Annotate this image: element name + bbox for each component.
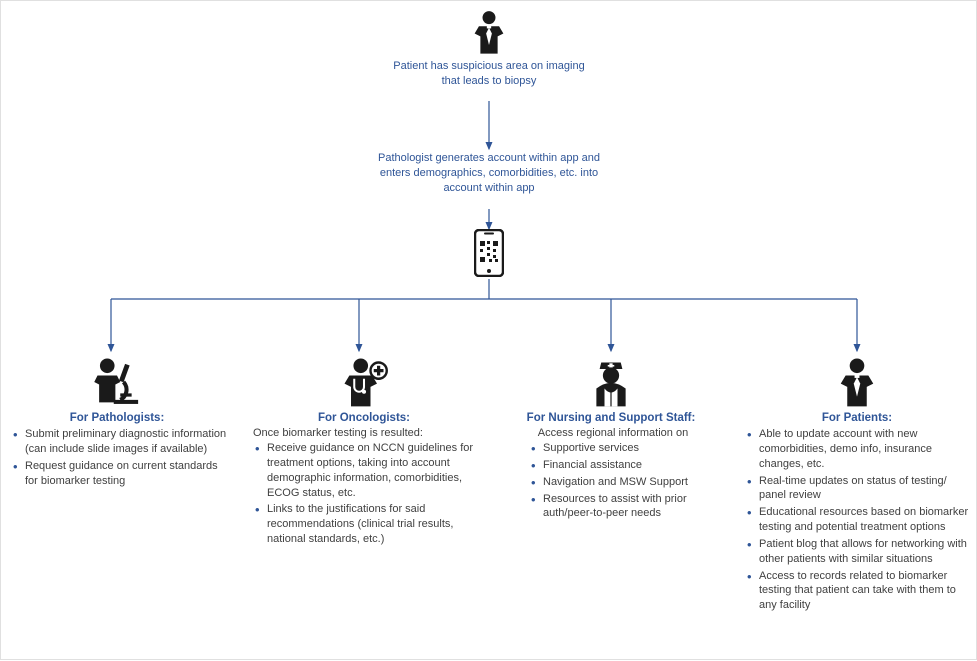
branch-patient: For Patients: Able to update account with… [741,356,973,615]
bullet-item: Financial assistance [529,458,711,473]
branch-nurse: For Nursing and Support Staff: Access reg… [501,356,721,523]
branch-title: For Pathologists: [7,412,227,424]
branch-bullet-list: Submit preliminary diagnostic informatio… [7,427,227,488]
bullet-item: Educational resources based on biomarker… [745,505,973,535]
doctor-icon [249,356,479,408]
bullet-item: Supportive services [529,441,711,456]
businessman-icon [389,9,589,55]
microscope-icon [7,356,227,408]
branch-bullet-list: Receive guidance on NCCN guidelines for … [249,441,479,547]
bullet-item: Receive guidance on NCCN guidelines for … [253,441,479,500]
patient-icon [741,356,973,408]
node-pathologist-account: Pathologist generates account within app… [369,151,609,196]
branch-bullet-list: Supportive services Financial assistance N… [501,441,721,521]
bullet-item: Access to records related to biomarker t… [745,569,973,614]
phone-qr-icon [473,229,505,277]
bullet-item: Submit preliminary diagnostic informatio… [11,427,227,457]
node-patient-imaging: Patient has suspicious area on imaging t… [389,9,589,89]
bullet-item: Request guidance on current standards fo… [11,459,227,489]
bullet-item: Patient blog that allows for networking … [745,537,973,567]
bullet-item: Resources to assist with prior auth/peer… [529,492,711,522]
bullet-item: Links to the justifications for said rec… [253,502,479,547]
bullet-item: Real-time updates on status of testing/ … [745,474,973,504]
branch-title: For Oncologists: [249,412,479,424]
branch-doctor: For Oncologists: Once biomarker testing i… [249,356,479,549]
bullet-item: Able to update account with new comorbid… [745,427,973,472]
bullet-item: Navigation and MSW Support [529,475,711,490]
branch-subtitle: Access regional information on [501,427,721,439]
branch-title: For Nursing and Support Staff: [501,412,721,424]
node-app-phone [473,229,505,281]
branch-microscope: For Pathologists: Submit preliminary diag… [7,356,227,490]
branch-bullet-list: Able to update account with new comorbid… [741,427,973,613]
branch-subtitle: Once biomarker testing is resulted: [249,427,479,439]
branch-title: For Patients: [741,412,973,424]
node-patient-caption: Patient has suspicious area on imaging t… [389,59,589,89]
node-pathologist-caption: Pathologist generates account within app… [369,151,609,196]
nurse-icon [501,356,721,408]
